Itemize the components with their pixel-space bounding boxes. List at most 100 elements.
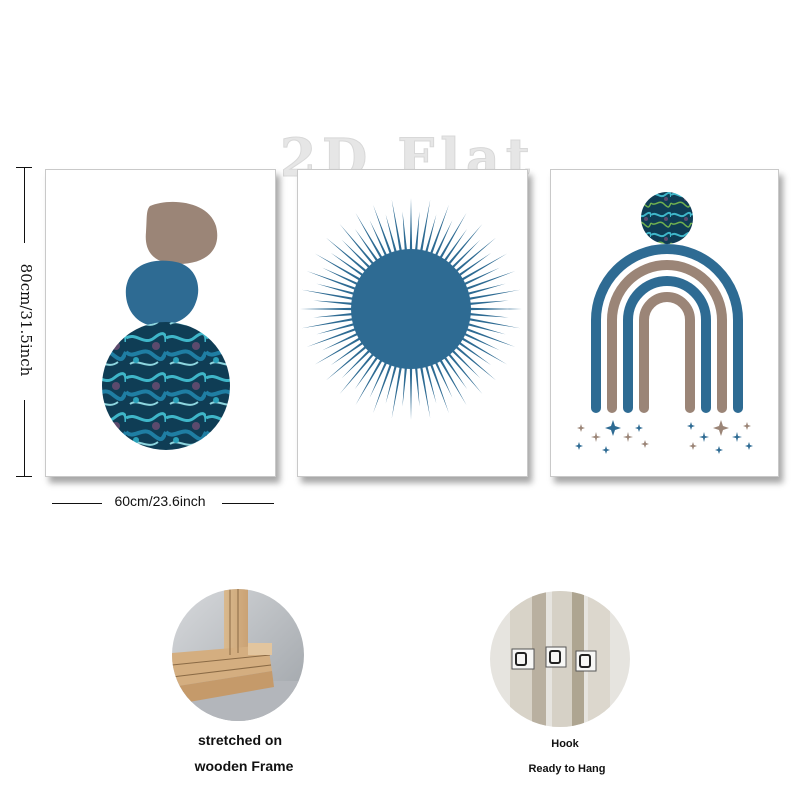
sun-ray <box>306 326 359 347</box>
rainbow-arch-artwork <box>575 192 753 454</box>
sunburst-artwork <box>300 198 522 420</box>
wooden-frame-caption-line-2: wooden Frame <box>194 758 294 774</box>
sun-ray <box>424 362 437 404</box>
sun-ray <box>442 354 468 390</box>
sun-ray <box>466 307 522 311</box>
star-shape <box>575 442 583 450</box>
sun-ray <box>325 237 369 274</box>
sun-ray <box>355 356 385 406</box>
star-shape <box>687 422 695 430</box>
sun-ray <box>446 351 483 395</box>
sun-ray <box>428 204 449 257</box>
sun-ray <box>339 351 376 395</box>
sun-ray <box>449 347 481 379</box>
sun-ray <box>464 322 506 335</box>
canvas-print-rainbow-arch <box>550 169 779 477</box>
sun-ray <box>385 214 398 256</box>
width-dimension-line-left <box>52 503 102 504</box>
marble-sun-shape <box>641 192 693 244</box>
sun-ray <box>466 300 509 306</box>
sun-ray <box>419 199 431 255</box>
canvas-print-sunburst <box>297 169 528 477</box>
sun-ray <box>301 289 357 301</box>
star-shape <box>715 446 723 454</box>
sun-ray <box>433 359 453 398</box>
sun-ray <box>463 271 516 292</box>
sun-ray <box>316 322 358 335</box>
sun-ray <box>313 312 356 318</box>
star-shape <box>605 420 621 436</box>
sun-ray <box>369 359 389 398</box>
sun-ray <box>437 212 467 262</box>
sun-ray <box>322 267 361 287</box>
arch-band-1 <box>591 244 743 413</box>
sun-ray <box>461 267 500 287</box>
sun-ray <box>461 331 500 351</box>
sun-ray <box>465 317 521 329</box>
sun-ray <box>301 317 357 329</box>
sun-ray <box>373 204 394 257</box>
sun-ray <box>314 335 364 365</box>
sun-ray <box>409 364 413 420</box>
sun-ray <box>341 347 373 379</box>
star-shape <box>577 424 585 432</box>
star-shape <box>689 442 697 450</box>
canvas-print-stacked-stones <box>45 169 276 477</box>
star-shape <box>732 432 742 442</box>
sun-ray <box>442 228 468 264</box>
sun-ray <box>354 354 380 390</box>
sun-ray <box>465 289 521 301</box>
sun-ray <box>391 363 403 419</box>
sun-ray <box>316 283 358 296</box>
sun-ray <box>355 212 385 262</box>
star-shape <box>623 432 633 442</box>
sun-ray <box>449 239 481 271</box>
star-shape <box>699 432 709 442</box>
stacked-stones-artwork <box>102 201 230 450</box>
star-shape <box>635 424 643 432</box>
star-shape <box>713 420 729 436</box>
sun-ray <box>373 361 394 414</box>
sun-ray <box>458 335 508 365</box>
star-shape <box>641 440 649 448</box>
star-shape <box>745 442 753 450</box>
sun-ray <box>341 239 373 271</box>
taupe-stone-shape <box>145 201 218 264</box>
sun-circle-shape <box>351 249 471 369</box>
sun-ray <box>391 199 403 255</box>
sun-ray <box>354 228 380 264</box>
sun-ray <box>458 253 508 283</box>
marble-circle-shape <box>102 322 230 450</box>
sun-ray <box>325 344 369 381</box>
height-dimension-tick-bottom <box>16 476 32 477</box>
sun-ray <box>419 363 431 419</box>
blue-stone-shape <box>125 260 199 326</box>
sun-ray <box>402 211 408 254</box>
sun-ray <box>339 223 376 267</box>
sun-ray <box>314 253 364 283</box>
sun-rays <box>300 198 522 420</box>
star-shape <box>591 432 601 442</box>
wooden-frame-caption-line-1: stretched on <box>197 732 282 748</box>
sun-ray <box>464 283 506 296</box>
sun-ray <box>453 344 497 381</box>
arch-band-2 <box>607 260 727 413</box>
hook-photo <box>490 591 630 727</box>
sun-ray <box>433 220 453 259</box>
sun-ray <box>424 214 437 256</box>
sun-ray <box>306 271 359 292</box>
sun-ray <box>330 252 366 278</box>
sun-ray <box>414 211 420 254</box>
sun-ray <box>437 356 467 406</box>
sun-ray <box>402 364 408 407</box>
sun-ray <box>313 300 356 306</box>
sun-ray <box>453 237 497 274</box>
sun-ray <box>300 307 356 311</box>
height-dimension-tick-top <box>16 167 32 168</box>
sun-ray <box>322 331 361 351</box>
arch-band-3 <box>623 276 711 413</box>
height-dimension-line-bottom <box>24 400 25 476</box>
sun-ray <box>330 340 366 366</box>
sun-ray <box>428 361 449 414</box>
sun-ray <box>463 326 516 347</box>
